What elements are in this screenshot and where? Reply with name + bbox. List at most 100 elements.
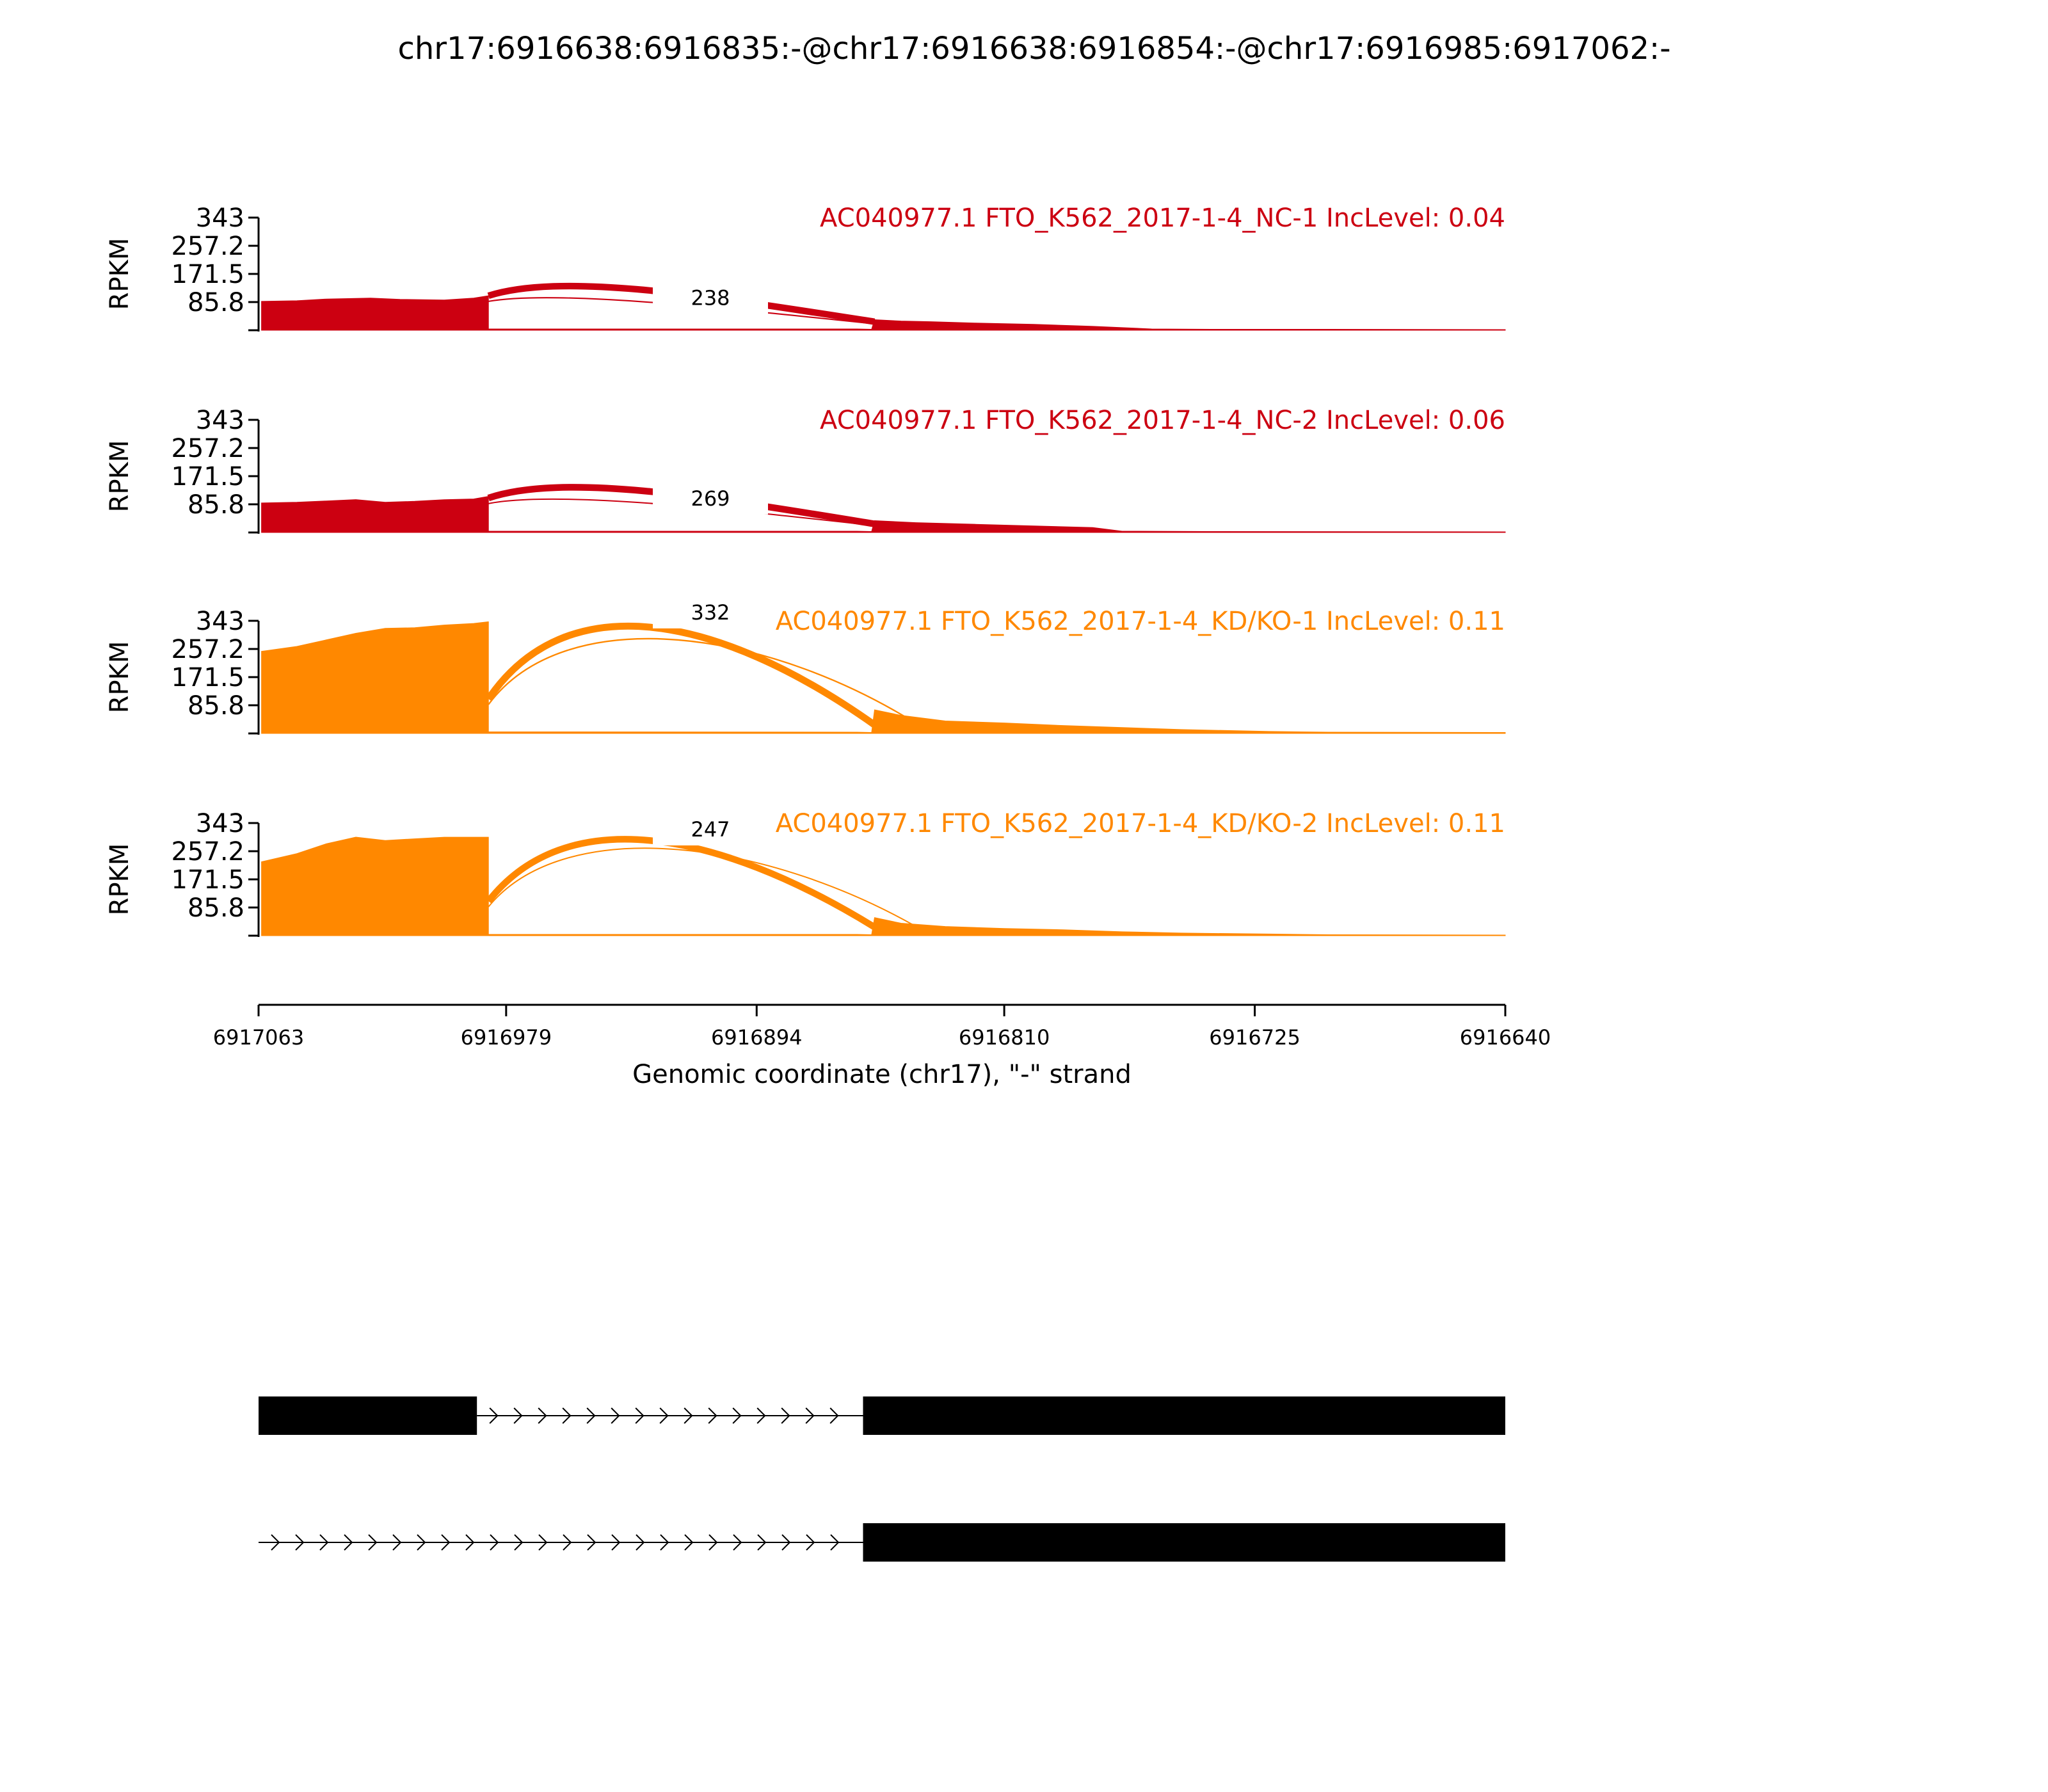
strand-arrow [635,1407,644,1424]
y-tick-label: 343 [196,809,244,838]
strand-arrow [271,1534,280,1551]
y-tick-label: 85.8 [188,490,244,520]
strand-arrow [756,1407,766,1424]
x-tick-label: 6916979 [461,1025,552,1050]
y-axis-label: RPKM [105,844,134,916]
junction-arc [488,637,931,733]
x-axis: Genomic coordinate (chr17), "-" strand 6… [213,1004,1551,1089]
y-tick-label: 343 [196,406,244,435]
gene-models [259,1396,1505,1562]
gene-model [259,1396,1505,1435]
strand-arrow [538,1534,548,1551]
x-tick-label: 6916640 [1460,1025,1551,1050]
strand-arrow [295,1534,305,1551]
strand-arrow [781,1407,790,1424]
strand-arrow [684,1407,693,1424]
y-tick-label: 85.8 [188,691,244,721]
y-tick-label: 257.2 [171,232,244,261]
junction-count-label: 269 [691,486,730,511]
strand-arrow [684,1534,694,1551]
sample-label: AC040977.1 FTO_K562_2017-1-4_NC-2 IncLev… [820,406,1505,435]
strand-arrow [733,1534,742,1551]
strand-arrow [805,1407,815,1424]
strand-arrow [417,1534,426,1551]
strand-arrow [368,1534,378,1551]
strand-arrow [830,1534,840,1551]
strand-arrow [344,1534,353,1551]
strand-arrow [587,1534,596,1551]
strand-arrow [514,1534,524,1551]
exon-block [259,1396,477,1435]
junction-label-box [653,285,768,314]
junction-arc [485,622,877,728]
strand-arrow [538,1407,547,1424]
strand-arrow [490,1534,499,1551]
y-tick-label: 85.8 [188,893,244,923]
junction-count-label: 247 [691,817,730,842]
strand-arrow [636,1534,645,1551]
junction-arc [486,836,877,931]
strand-arrow [708,1407,717,1424]
coverage-area [261,836,1506,936]
plot-title: chr17:6916638:6916835:-@chr17:6916638:69… [397,31,1670,67]
y-tick-label: 257.2 [171,837,244,867]
x-axis-label: Genomic coordinate (chr17), "-" strand [632,1060,1132,1089]
y-axis-label: RPKM [105,238,134,310]
y-tick-label: 171.5 [171,663,244,692]
junction-label-box [653,600,768,628]
strand-arrow [319,1534,329,1551]
strand-arrow [562,1407,572,1424]
junction-label-box [653,817,768,845]
exon-block [863,1396,1505,1435]
strand-arrow [611,1534,621,1551]
y-tick-label: 171.5 [171,865,244,895]
sample-label: AC040977.1 FTO_K562_2017-1-4_KD/KO-2 Inc… [776,809,1505,838]
strand-arrow [732,1407,742,1424]
y-axis-label: RPKM [105,641,134,714]
coverage-area [261,495,1506,533]
x-tick-label: 6917063 [213,1025,305,1050]
junction-label-box [653,486,768,515]
strand-arrow [757,1534,767,1551]
y-tick-label: 257.2 [171,635,244,664]
strand-arrow [806,1534,815,1551]
strand-arrow [586,1407,596,1424]
strand-arrow [489,1407,499,1424]
junction-arc [487,484,876,527]
strand-arrow [392,1534,402,1551]
strand-arrow [563,1534,572,1551]
x-tick-label: 6916894 [711,1025,803,1050]
junction-arc [488,847,931,936]
y-axis-label: RPKM [105,440,134,513]
strand-arrow [611,1407,620,1424]
junction-arc [487,282,876,325]
strand-arrow [781,1534,791,1551]
y-tick-label: 343 [196,607,244,636]
exon-block [863,1523,1505,1562]
gene-model [259,1523,1505,1562]
coverage-area [261,621,1506,734]
y-tick-label: 171.5 [171,260,244,289]
strand-arrow [441,1534,451,1551]
strand-arrow [659,1407,669,1424]
y-tick-label: 85.8 [188,288,244,317]
y-tick-label: 171.5 [171,462,244,492]
junction-count-label: 332 [691,600,730,625]
sample-label: AC040977.1 FTO_K562_2017-1-4_KD/KO-1 Inc… [776,607,1505,636]
y-tick-label: 257.2 [171,434,244,463]
strand-arrow [708,1534,718,1551]
strand-arrow [660,1534,669,1551]
x-tick-label: 6916810 [959,1025,1050,1050]
y-tick-label: 343 [196,204,244,233]
sample-label: AC040977.1 FTO_K562_2017-1-4_NC-1 IncLev… [820,204,1505,233]
junction-count-label: 238 [691,285,730,310]
strand-arrow [513,1407,523,1424]
strand-arrow [465,1534,475,1551]
strand-arrow [829,1407,839,1424]
